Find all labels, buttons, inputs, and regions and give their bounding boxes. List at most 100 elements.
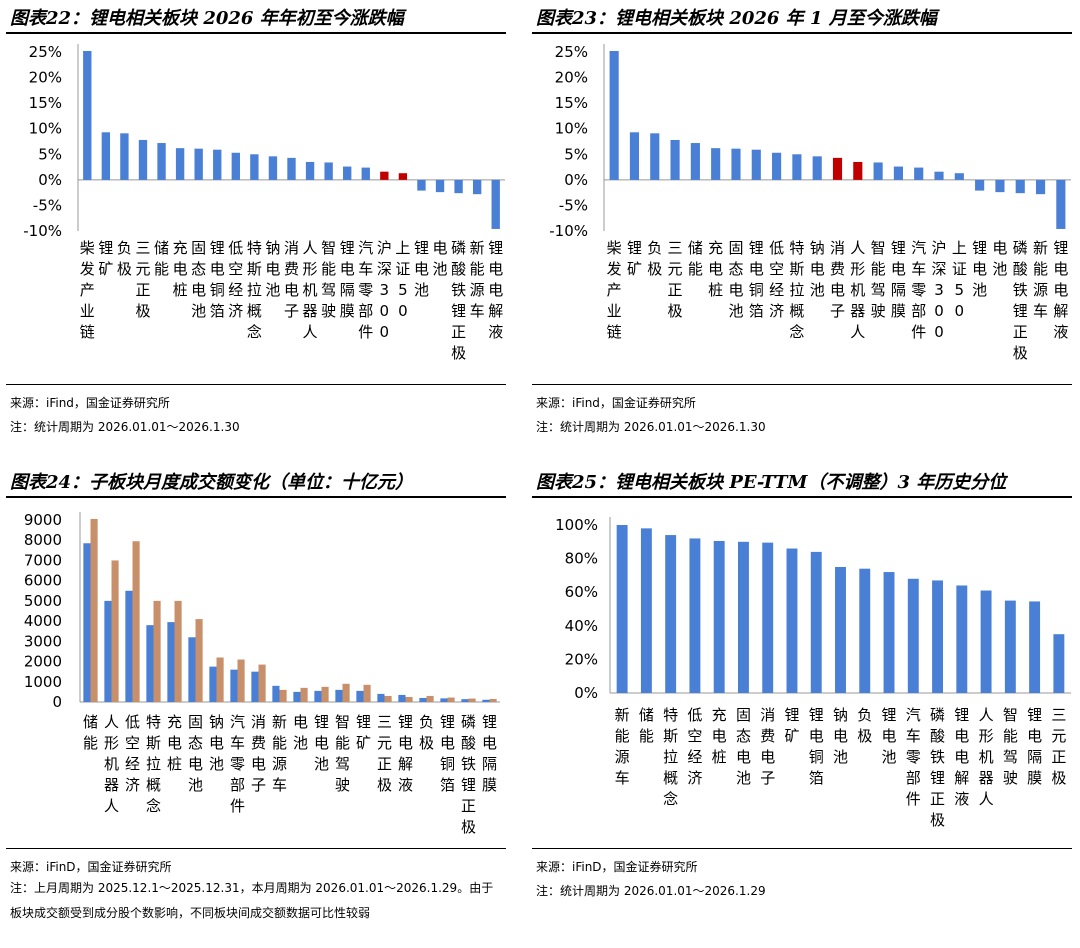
x-tick-label: 充电桩 <box>708 239 723 299</box>
x-tick-label: 消费电子 <box>251 713 266 794</box>
bar <box>616 525 628 693</box>
x-tick-label: 沪深 3 0 0 <box>377 239 392 341</box>
bar <box>914 167 924 180</box>
x-tick-label: 储能 <box>688 239 703 278</box>
x-tick-label: 三元正极 <box>1051 706 1066 787</box>
bar <box>853 161 863 180</box>
x-tick-label: 智能驾驶 <box>321 239 336 320</box>
bar <box>417 179 426 191</box>
x-tick-label: 锂电池 <box>882 706 897 766</box>
bar <box>167 622 175 702</box>
y-tick-label: 6000 <box>24 572 62 590</box>
panel-chart-25: 图表25：锂电相关板块 PE-TTM（不调整）3 年历史分位 0% 20% 40% 6… <box>526 464 1076 948</box>
bar <box>174 600 182 702</box>
x-tick-label: 负极 <box>117 239 132 278</box>
x-tick-label: 人形机器人 <box>979 706 994 808</box>
y-tick-label: 25% <box>555 43 588 61</box>
x-tick-label: 锂电池 <box>314 713 329 773</box>
bar <box>762 542 774 693</box>
bar <box>461 699 469 702</box>
chart-23-plot: -10% -5% 0% 5% 10% 15% 20% 25% 柴发产业链锂矿负极三元正极储能充电… <box>549 43 1071 362</box>
x-tick-label: 负极 <box>857 706 872 745</box>
x-tick-label: 磷酸铁锂正极 <box>461 713 476 836</box>
y-tick-label: 5% <box>38 145 62 163</box>
bar <box>157 143 166 180</box>
bar <box>440 698 448 702</box>
bar <box>111 560 119 702</box>
x-tick-label: 锂电池 <box>972 239 987 299</box>
y-tick-label: 15% <box>29 94 62 112</box>
x-tick-label: 特斯拉概念 <box>146 713 161 815</box>
bar <box>384 695 392 702</box>
bar <box>447 697 455 702</box>
chart-23-footer-rule <box>532 384 1072 385</box>
bar <box>90 518 98 702</box>
bar <box>335 689 343 702</box>
x-tick-label: 新能源车 <box>272 713 287 794</box>
x-tick-label: 磷酸铁锂正极 <box>1013 239 1028 362</box>
x-tick-label: 新能源车 <box>1033 239 1048 320</box>
bar <box>398 694 406 702</box>
x-tick-label: 消费电子 <box>830 239 845 320</box>
bar <box>194 148 203 180</box>
bar <box>213 149 222 180</box>
bar <box>629 132 640 180</box>
x-tick-label: 固态电池 <box>728 239 743 320</box>
chart-23-note: 注：统计周期为 2026.01.01～2026.1.30 <box>536 420 766 434</box>
bar <box>468 698 476 702</box>
x-tick-label: 电池 <box>293 713 308 752</box>
chart-25-title-rule <box>532 496 1072 498</box>
y-tick-label: -10% <box>23 222 62 240</box>
chart-25-note: 注：统计周期为 2026.01.01～2026.1.29 <box>536 884 766 898</box>
bar <box>883 572 895 693</box>
x-tick-label: 三元正极 <box>377 713 392 794</box>
bar <box>454 179 463 194</box>
bar <box>491 179 500 229</box>
x-tick-label: 锂电电解液 <box>488 239 503 341</box>
bar <box>689 538 701 693</box>
y-tick-label: 0% <box>574 684 598 702</box>
bar <box>356 690 364 702</box>
bar <box>995 179 1005 193</box>
bar <box>786 548 798 693</box>
bar <box>792 154 802 180</box>
chart-22-source: 来源：iFind，国金证券研究所 <box>10 396 170 410</box>
bar <box>398 173 408 180</box>
bar <box>640 528 652 693</box>
chart-24-footer-rule <box>6 848 506 849</box>
bar <box>832 157 843 180</box>
x-tick-label: 特斯拉概念 <box>663 706 678 808</box>
x-tick-label: 汽车零部件 <box>906 706 921 808</box>
y-tick-label: 5% <box>564 145 588 163</box>
x-tick-label: 特斯拉概念 <box>789 239 804 341</box>
x-tick-label: 磷酸铁锂正极 <box>930 706 945 829</box>
chart-25-plot: 0% 20% 40% 60% 80% 100% 新能源车储能特斯拉概念低空经济充电桩固态电池… <box>555 516 1071 829</box>
x-tick-label: 消费电子 <box>284 239 299 320</box>
x-tick-label: 人形机器人 <box>104 713 119 815</box>
bar <box>670 139 680 180</box>
bar <box>293 691 301 702</box>
bar <box>101 132 111 180</box>
bar <box>251 671 259 702</box>
bar <box>810 551 822 693</box>
x-tick-label: 固态电池 <box>736 706 751 787</box>
bar <box>195 619 203 702</box>
bar <box>279 689 287 702</box>
x-tick-label: 锂电电解液 <box>954 706 969 808</box>
bar <box>230 669 238 702</box>
y-tick-label: 60% <box>565 583 598 601</box>
x-tick-label: 锂电铜箔 <box>440 713 455 794</box>
bar <box>934 171 944 180</box>
bar <box>83 50 92 180</box>
x-tick-label: 低空经济 <box>125 713 140 794</box>
x-tick-label: 储能 <box>154 239 169 278</box>
bar <box>975 179 985 191</box>
y-tick-label: 8000 <box>24 531 62 549</box>
y-tick-label: 80% <box>565 550 598 568</box>
y-tick-label: 7000 <box>24 551 62 569</box>
x-tick-label: 汽车零部件 <box>230 713 245 815</box>
y-tick-label: 40% <box>565 617 598 635</box>
bar <box>287 157 296 180</box>
bar <box>405 696 413 702</box>
x-tick-label: 柴发产业链 <box>607 239 622 341</box>
